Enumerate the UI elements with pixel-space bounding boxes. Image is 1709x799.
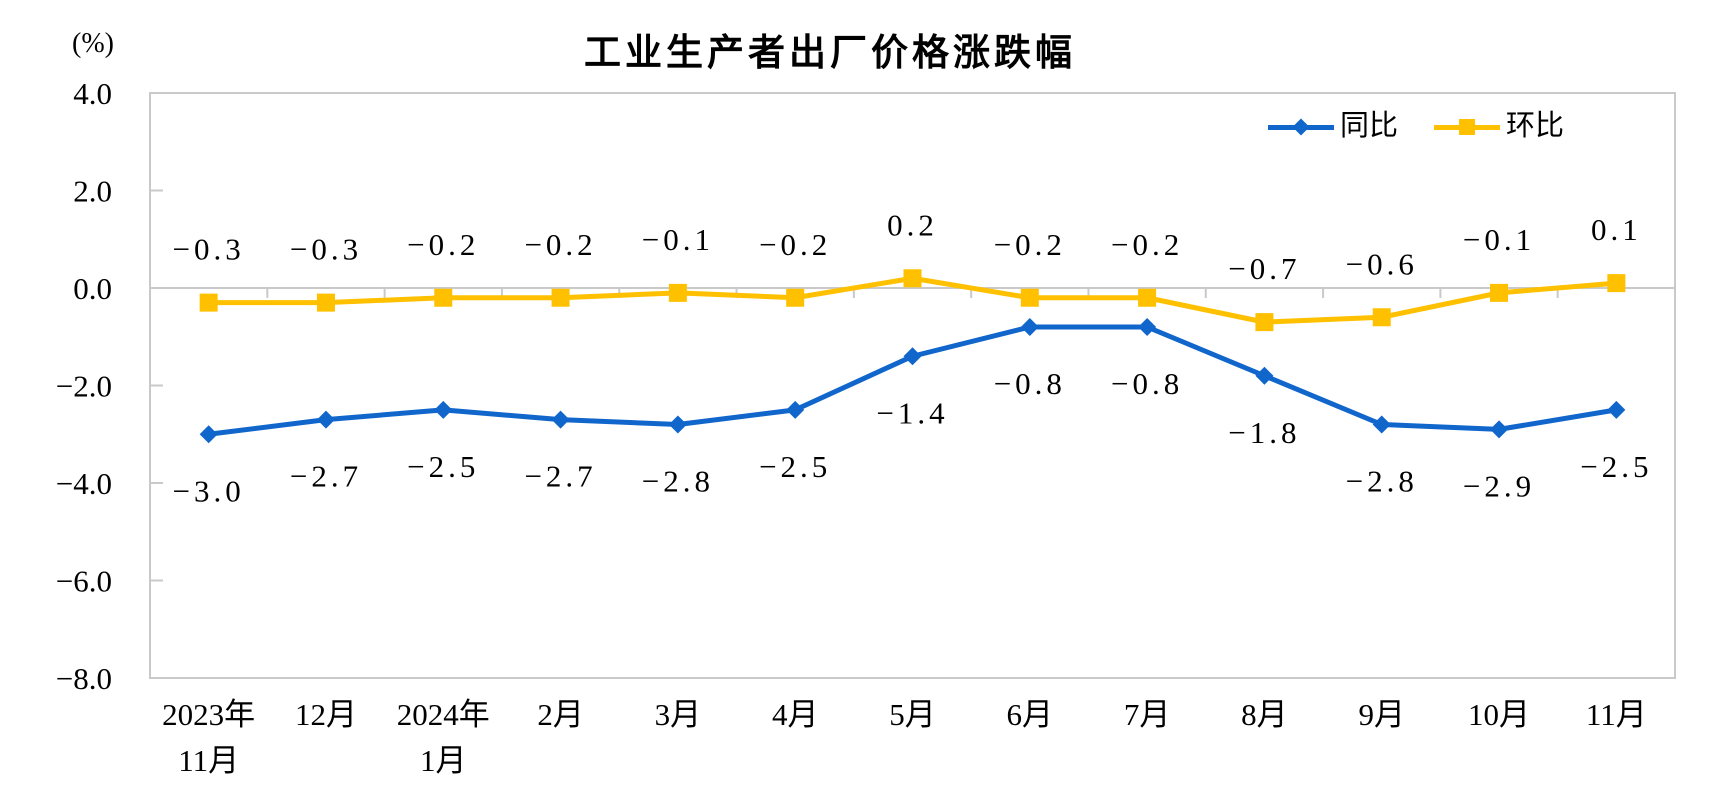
diamond-marker-icon: [668, 415, 687, 434]
data-label: −0.1: [1463, 222, 1535, 257]
x-axis-label: 11月: [178, 743, 239, 778]
data-label: −0.6: [1346, 246, 1418, 281]
chart-legend: 同比 环比: [1268, 112, 1564, 141]
data-label: −0.3: [290, 232, 362, 267]
y-tick-label: −2.0: [56, 369, 112, 404]
x-axis-label: 3月: [655, 697, 702, 732]
square-marker-icon: [668, 283, 687, 302]
diamond-marker-icon: [1372, 415, 1391, 434]
diamond-marker-icon: [1020, 318, 1039, 336]
x-axis-label: 9月: [1358, 697, 1405, 732]
data-label: −2.7: [290, 459, 362, 494]
chart-title: 工业生产者出厂价格涨跌幅: [584, 32, 1076, 73]
square-marker-icon: [903, 269, 922, 288]
diamond-marker-icon: [1138, 318, 1157, 336]
square-marker-icon: [1372, 308, 1391, 327]
square-marker-icon: [786, 288, 805, 307]
data-label: −0.1: [642, 222, 714, 257]
data-label: −2.8: [1346, 464, 1418, 499]
legend-item-mom: 环比: [1434, 112, 1564, 141]
y-tick-label: 4.0: [73, 76, 112, 111]
legend-label-yoy: 同比: [1340, 110, 1399, 142]
diamond-marker-icon: [551, 410, 570, 429]
x-axis-label: 5月: [889, 697, 936, 732]
diamond-marker-icon: [1255, 366, 1274, 385]
x-axis-label: 1月: [420, 743, 467, 778]
yoy-line-sample: [1268, 117, 1334, 137]
y-tick-label: 0.0: [73, 271, 112, 306]
data-label: −2.5: [1580, 449, 1652, 484]
data-label: −0.2: [994, 227, 1066, 262]
diamond-marker-icon: [1490, 420, 1509, 439]
data-label: −1.4: [876, 395, 948, 430]
diamond-marker-icon: [1607, 400, 1626, 419]
legend-item-yoy: 同比: [1268, 112, 1398, 141]
data-label: −2.8: [642, 464, 714, 499]
square-marker-icon: [434, 288, 453, 307]
x-axis-label: 2月: [537, 697, 584, 732]
data-label: −0.2: [524, 227, 596, 262]
square-marker-icon: [1607, 274, 1626, 293]
x-axis-label: 2024年: [397, 697, 490, 732]
diamond-marker-icon: [434, 400, 453, 419]
data-label: −0.2: [759, 227, 831, 262]
y-tick-label: −6.0: [56, 564, 112, 599]
data-label: −0.8: [1111, 366, 1183, 401]
y-tick-label: −4.0: [56, 466, 112, 501]
data-label: −1.8: [1228, 415, 1300, 450]
data-label: −0.8: [994, 366, 1066, 401]
diamond-marker-icon: [199, 425, 218, 444]
plot-border: [149, 92, 1676, 679]
y-axis-unit-label: (%): [72, 28, 114, 59]
square-marker-icon: [316, 293, 335, 312]
y-tick-label: −8.0: [56, 661, 112, 696]
diamond-marker-icon: [1292, 118, 1310, 135]
data-label: −0.7: [1228, 251, 1300, 286]
data-label: 0.2: [887, 207, 938, 242]
data-label: −2.9: [1463, 468, 1535, 503]
data-label: −2.5: [759, 449, 831, 484]
square-marker-icon: [551, 288, 570, 307]
x-axis-label: 12月: [295, 697, 357, 732]
square-marker-icon: [1490, 283, 1509, 302]
diamond-marker-icon: [316, 410, 335, 429]
square-marker-icon: [1020, 288, 1039, 307]
square-marker-icon: [1138, 288, 1157, 307]
mom-line-sample: [1434, 117, 1501, 137]
square-marker-icon: [199, 293, 218, 312]
x-axis-label: 6月: [1007, 697, 1054, 732]
diamond-marker-icon: [903, 347, 922, 366]
square-marker-icon: [1255, 313, 1274, 332]
diamond-marker-icon: [786, 400, 805, 419]
x-axis-label: 7月: [1124, 697, 1171, 732]
data-label: −3.0: [173, 473, 245, 508]
x-axis-label: 11月: [1586, 697, 1647, 732]
x-axis-label: 4月: [772, 697, 819, 732]
data-label: −2.7: [524, 459, 596, 494]
x-axis-label: 10月: [1468, 697, 1530, 732]
x-axis-label: 2023年: [162, 697, 255, 732]
square-marker-icon: [1459, 118, 1476, 135]
data-label: −0.3: [173, 232, 245, 267]
data-label: 0.1: [1591, 212, 1642, 247]
data-label: −0.2: [1111, 227, 1183, 262]
data-label: −2.5: [407, 449, 479, 484]
data-label: −0.2: [407, 227, 479, 262]
legend-label-mom: 环比: [1506, 110, 1565, 142]
y-tick-label: 2.0: [73, 174, 112, 209]
x-axis-label: 8月: [1241, 697, 1288, 732]
